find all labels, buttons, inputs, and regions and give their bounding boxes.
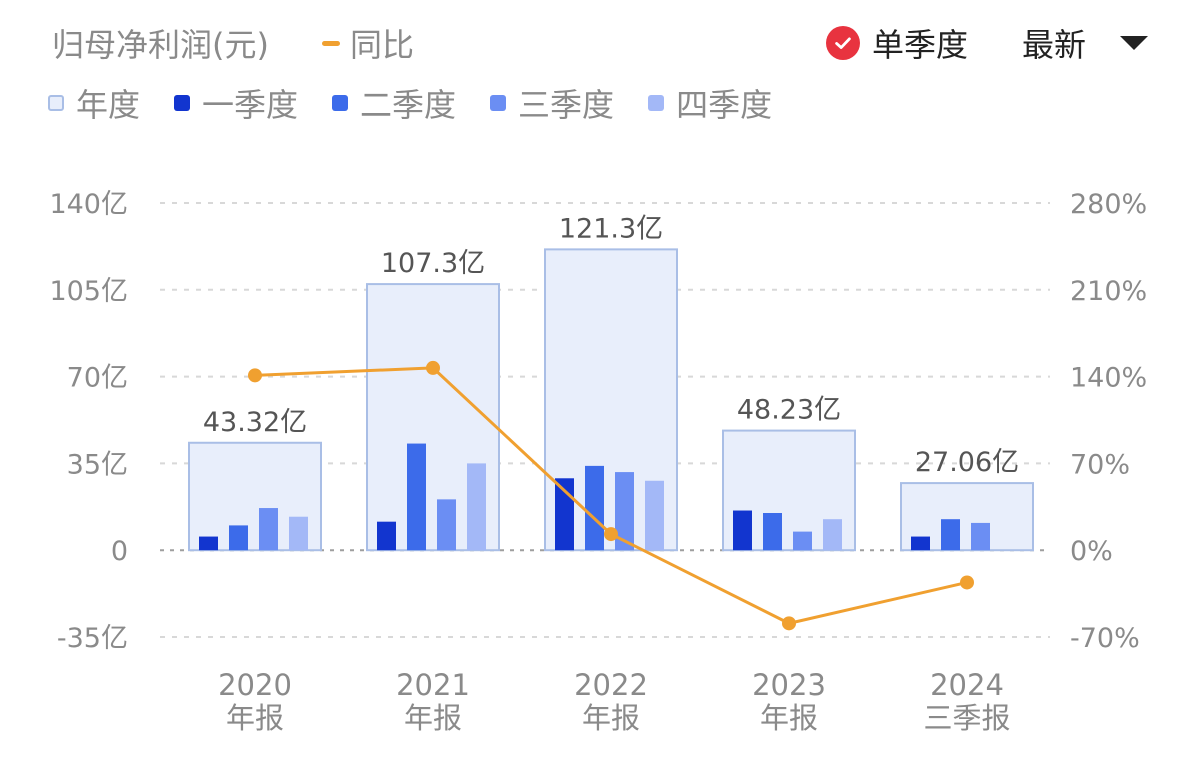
y-right-tick-label: -70% [1070, 623, 1140, 654]
quarter-bar-q2 [763, 513, 782, 551]
yoy-point [960, 575, 974, 590]
quarter-bar-q2 [941, 519, 960, 551]
x-tick-year: 2024 [930, 668, 1004, 702]
chart-title: 归母净利润(元) [52, 26, 269, 64]
yoy-legend[interactable]: 同比 [322, 20, 414, 66]
legend-q2[interactable]: 二季度 [332, 80, 456, 126]
quarter-bar-q1 [199, 536, 218, 551]
quarter-bar-q3 [793, 531, 812, 551]
chart-header: 归母净利润(元) 同比 单季度 最新 年度 一季度 二季度 三季度 四季度 [0, 0, 1200, 140]
y-right-tick-label: 0% [1070, 536, 1113, 567]
y-left-tick-label: 105亿 [49, 276, 128, 307]
legend-label: 年度 [76, 86, 141, 124]
annual-value-label: 121.3亿 [559, 213, 663, 244]
x-tick-year: 2020 [218, 668, 292, 702]
single-quarter-toggle[interactable]: 单季度 [826, 20, 968, 66]
caret-down-icon [1120, 36, 1149, 50]
legend-swatch [174, 95, 191, 111]
legend-swatch [648, 95, 665, 111]
quarter-bar-q3 [615, 472, 634, 551]
single-quarter-label: 单季度 [872, 26, 969, 64]
quarter-bar-q1 [733, 510, 752, 551]
x-tick-period: 三季报 [923, 701, 1010, 735]
yoy-line-swatch [322, 40, 340, 46]
annual-value-label: 27.06亿 [915, 447, 1019, 478]
legend-label: 二季度 [360, 86, 457, 124]
quarter-bar-q1 [377, 521, 396, 551]
quarter-bar-q4 [823, 519, 842, 551]
legend-swatch [48, 95, 64, 111]
quarter-bar-q4 [289, 516, 308, 551]
y-left-tick-label: 140亿 [49, 189, 128, 220]
x-tick-period: 年报 [760, 701, 818, 735]
x-tick-year: 2022 [574, 668, 648, 702]
x-tick-period: 年报 [226, 701, 284, 735]
quarter-bar-q3 [437, 499, 456, 551]
yoy-point [782, 616, 796, 631]
x-tick-period: 年报 [582, 701, 640, 735]
y-left-tick-label: 0 [111, 536, 128, 567]
quarter-bar-q3 [971, 522, 990, 551]
check-icon [826, 26, 860, 60]
y-left-tick-label: 35亿 [67, 449, 128, 480]
y-left-tick-label: 70亿 [67, 363, 128, 394]
annual-value-label: 107.3亿 [381, 248, 485, 279]
legend-swatch [332, 95, 349, 111]
annual-value-label: 43.32亿 [203, 407, 307, 438]
legend-label: 四季度 [676, 86, 773, 124]
x-tick-year: 2021 [396, 668, 470, 702]
yoy-point [426, 360, 440, 375]
period-dropdown-value: 最新 [1022, 26, 1087, 64]
y-right-tick-label: 280% [1070, 189, 1147, 220]
legend-q4[interactable]: 四季度 [648, 80, 772, 126]
legend-annual[interactable]: 年度 [48, 80, 140, 126]
y-right-tick-label: 210% [1070, 276, 1147, 307]
legend-label: 三季度 [518, 86, 615, 124]
y-right-tick-label: 70% [1070, 449, 1130, 480]
quarter-bar-q4 [467, 463, 486, 551]
legend-swatch [490, 95, 507, 111]
yoy-legend-label: 同比 [350, 26, 415, 64]
x-tick-period: 年报 [404, 701, 462, 735]
quarter-bar-q1 [911, 536, 930, 551]
legend-label: 一季度 [202, 86, 299, 124]
yoy-point [604, 527, 618, 542]
quarter-bar-q2 [229, 525, 248, 551]
y-left-tick-label: -35亿 [57, 623, 128, 654]
series-legend: 年度 一季度 二季度 三季度 四季度 [48, 80, 806, 126]
yoy-point [248, 368, 262, 383]
legend-q3[interactable]: 三季度 [490, 80, 614, 126]
legend-q1[interactable]: 一季度 [174, 80, 298, 126]
quarter-bar-q4 [645, 480, 664, 551]
quarter-bar-q3 [259, 508, 278, 551]
annual-value-label: 48.23亿 [737, 395, 841, 426]
quarter-bar-q2 [407, 443, 426, 551]
x-tick-year: 2023 [752, 668, 826, 702]
y-right-tick-label: 140% [1070, 363, 1147, 394]
period-dropdown[interactable]: 最新 [1022, 20, 1149, 66]
quarter-bar-q2 [585, 465, 604, 551]
